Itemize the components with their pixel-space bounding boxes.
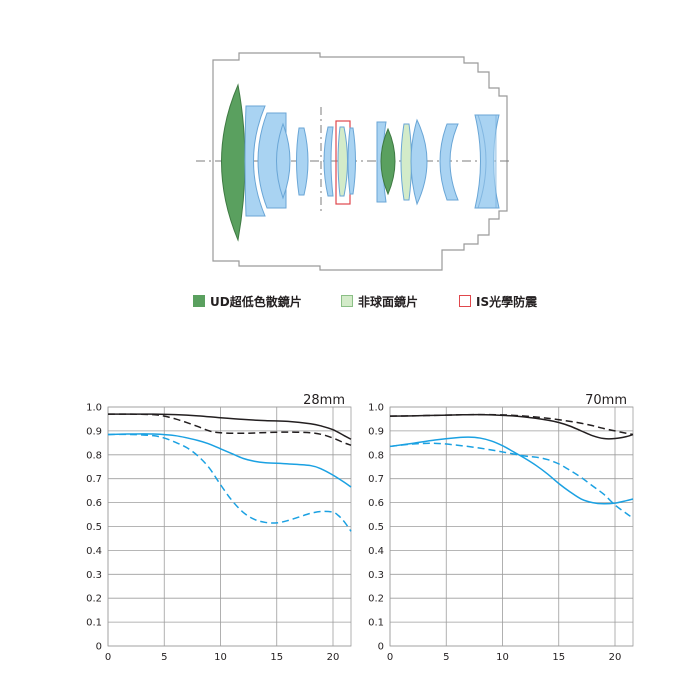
x-tick-label: 15 <box>270 652 283 663</box>
y-tick-label: 0.7 <box>368 474 384 485</box>
x-tick-label: 0 <box>387 652 393 663</box>
legend-swatch-ud <box>193 295 205 307</box>
y-tick-label: 0.1 <box>86 618 102 629</box>
lens-element <box>276 122 291 200</box>
mtf-curve-blue-dashed <box>389 442 634 519</box>
y-tick-label: 0 <box>96 642 102 653</box>
lens-element-ud <box>221 83 246 242</box>
x-tick-label: 0 <box>105 652 111 663</box>
y-tick-label: 0.9 <box>368 426 384 437</box>
y-tick-label: 0.5 <box>86 522 102 533</box>
legend-swatch-is <box>459 295 471 307</box>
lens-element <box>347 127 356 195</box>
lens-element <box>477 114 497 209</box>
x-tick-label: 15 <box>552 652 565 663</box>
x-tick-label: 20 <box>327 652 340 663</box>
y-tick-label: 0.9 <box>86 426 102 437</box>
y-tick-label: 0.3 <box>86 570 102 581</box>
x-tick-label: 20 <box>609 652 622 663</box>
lens-element-ud <box>380 127 396 196</box>
y-tick-label: 1.0 <box>86 403 102 414</box>
y-tick-label: 0.4 <box>368 546 384 557</box>
y-tick-label: 0.1 <box>368 618 384 629</box>
mtf-chart-70mm: 00.10.20.30.40.50.60.70.80.91.00 5 10 15 20 … <box>368 393 634 663</box>
legend-label-aspherical: 非球面鏡片 <box>358 294 419 309</box>
y-tick-label: 0.4 <box>86 546 102 557</box>
mtf-curve-black-dashed <box>389 413 634 436</box>
y-tick-label: 0.3 <box>368 570 384 581</box>
lens-barrel-outline <box>212 52 508 271</box>
lens-element <box>410 118 428 206</box>
x-tick-label: 10 <box>214 652 227 663</box>
legend-label-ud: UD超低色散鏡片 <box>210 294 302 309</box>
y-tick-label: 0.6 <box>86 498 102 509</box>
chart-title: 28mm <box>303 393 345 408</box>
y-tick-label: 0.2 <box>368 594 384 605</box>
mtf-curve-black-solid <box>389 413 634 440</box>
lens-element <box>323 126 334 197</box>
y-tick-label: 0.2 <box>86 594 102 605</box>
y-tick-label: 0 <box>378 642 384 653</box>
chart-plot-area: 0 0.1 0.2 0.3 0.4 0.5 0.6 0.7 0.8 0.9 1.0 0 5 10 15 20 <box>86 403 352 663</box>
lens-element-aspherical <box>337 126 348 197</box>
plot-frame <box>389 406 634 647</box>
lens-element <box>439 123 459 201</box>
legend-ud: UD超低色散鏡片 <box>193 292 302 310</box>
legend-is: IS光學防震 <box>459 292 537 310</box>
chart-title: 70mm <box>585 393 627 408</box>
legend-label-is: IS光學防震 <box>476 294 538 309</box>
x-tick-label: 5 <box>443 652 449 663</box>
y-tick-label: 1.0 <box>368 403 384 414</box>
y-tick-label: 0.5 <box>368 522 384 533</box>
mtf-curve-black-dashed <box>107 413 352 446</box>
plot-frame <box>107 406 352 647</box>
lens-element <box>296 127 309 196</box>
mtf-curve-blue-solid <box>389 436 634 505</box>
y-tick-label: 0.8 <box>368 450 384 461</box>
x-tick-label: 10 <box>496 652 509 663</box>
mtf-chart-28mm: 00.10.20.30.40.50.60.70.80.91.00 5 10 15 20 … <box>86 393 352 663</box>
y-tick-label: 0.7 <box>86 474 102 485</box>
y-tick-label: 0.8 <box>86 450 102 461</box>
lens-element <box>244 105 266 217</box>
legend-aspherical: 非球面鏡片 <box>341 292 418 310</box>
mtf-curve-blue-solid <box>107 433 352 488</box>
lens-construction-diagram <box>196 52 510 271</box>
lens-element-aspherical <box>400 123 412 201</box>
x-tick-label: 5 <box>161 652 167 663</box>
y-tick-label: 0.6 <box>368 498 384 509</box>
legend-swatch-aspherical <box>341 295 353 307</box>
chart-plot-area: 0 0.1 0.2 0.3 0.4 0.5 0.6 0.7 0.8 0.9 1.0 0 5 10 15 20 <box>368 403 634 663</box>
mtf-curve-blue-dashed <box>107 433 352 532</box>
